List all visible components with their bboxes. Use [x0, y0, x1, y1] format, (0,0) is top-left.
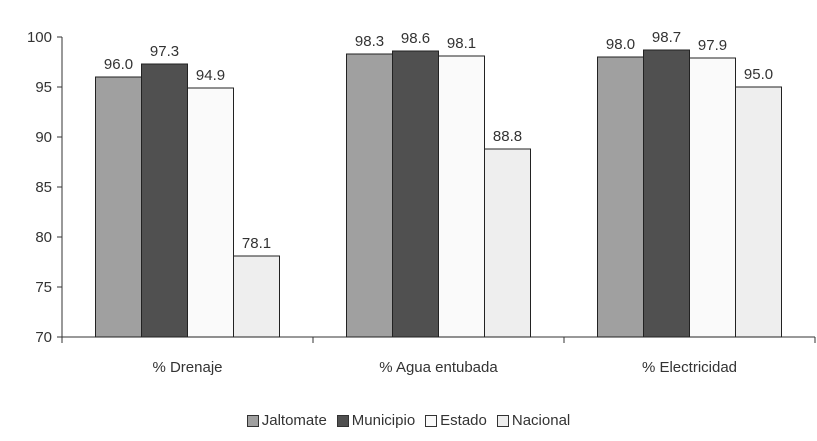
- legend: Jaltomate Municipio Estado Nacional: [0, 412, 817, 429]
- legend-swatch: [336, 414, 349, 427]
- value-label: 97.3: [150, 43, 179, 60]
- value-label: 97.9: [698, 37, 727, 54]
- category-label: % Electricidad: [642, 359, 737, 376]
- category-label: % Agua entubada: [379, 359, 498, 376]
- legend-label: Jaltomate: [261, 412, 327, 429]
- legend-label: Estado: [440, 412, 487, 429]
- bar-municipio-1: [141, 63, 188, 338]
- y-tick-label: 100: [27, 29, 52, 46]
- legend-item-municipio: Municipio: [336, 412, 416, 429]
- value-label: 95.0: [744, 66, 773, 83]
- value-label: 98.3: [355, 33, 384, 50]
- legend-label: Nacional: [511, 412, 571, 429]
- legend-item-jaltomate: Jaltomate: [246, 412, 327, 429]
- y-tick-label: 85: [35, 179, 52, 196]
- bar-estado-2: [438, 55, 485, 338]
- y-tick-label: 95: [35, 79, 52, 96]
- value-label: 96.0: [104, 56, 133, 73]
- legend-swatch: [496, 414, 509, 427]
- y-tick-label: 80: [35, 229, 52, 246]
- bar-nacional-2: [484, 148, 531, 338]
- legend-swatch: [425, 414, 438, 427]
- y-tick-label: 90: [35, 129, 52, 146]
- bar-municipio-2: [392, 50, 439, 338]
- bar-jaltomate-2: [346, 53, 393, 338]
- value-label: 98.0: [606, 36, 635, 53]
- bar-nacional-3: [735, 86, 782, 338]
- y-tick-label: 75: [35, 279, 52, 296]
- bar-jaltomate-1: [95, 76, 142, 338]
- value-label: 98.7: [652, 29, 681, 46]
- bar-jaltomate-3: [597, 56, 644, 338]
- value-label: 98.1: [447, 35, 476, 52]
- bar-estado-3: [689, 57, 736, 338]
- bar-municipio-3: [643, 49, 690, 338]
- value-label: 98.6: [401, 30, 430, 47]
- value-label: 78.1: [242, 235, 271, 252]
- legend-item-nacional: Nacional: [496, 412, 571, 429]
- category-label: % Drenaje: [152, 359, 222, 376]
- value-label: 88.8: [493, 128, 522, 145]
- y-tick-label: 70: [35, 329, 52, 346]
- legend-item-estado: Estado: [425, 412, 487, 429]
- bar-estado-1: [187, 87, 234, 338]
- legend-swatch: [246, 414, 259, 427]
- value-label: 94.9: [196, 67, 225, 84]
- legend-label: Municipio: [351, 412, 416, 429]
- bar-nacional-1: [233, 255, 280, 338]
